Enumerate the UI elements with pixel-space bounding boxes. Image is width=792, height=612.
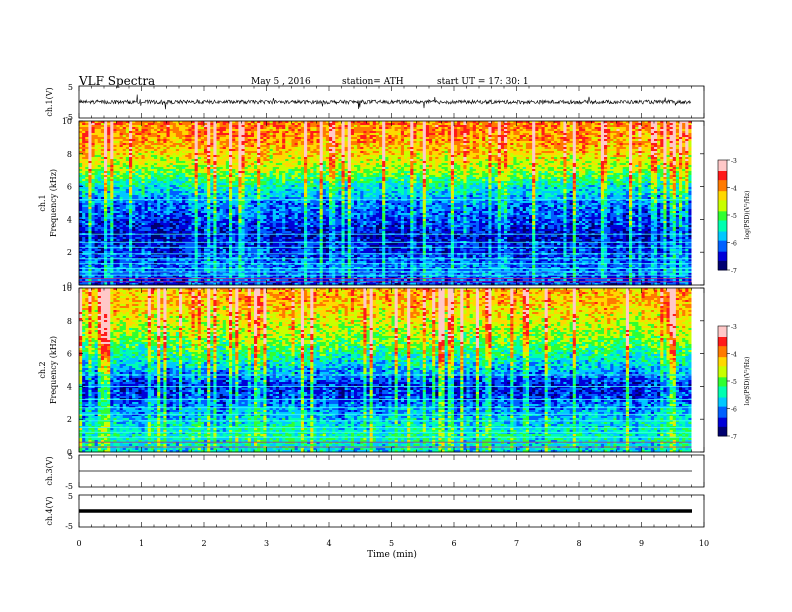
x-tick-label: 7 <box>514 539 519 548</box>
colorbar-tick-label: -6 <box>731 241 737 248</box>
x-axis-label: Time (min) <box>367 549 417 560</box>
x-tick-label: 0 <box>76 539 81 548</box>
colorbar-tick-label: -5 <box>731 379 737 386</box>
freq-tick-label: 8 <box>67 317 72 326</box>
ch3-ylabel: ch.3(V) <box>45 456 54 485</box>
ch3-waveform-panel: 5 -5 ch.3(V) <box>45 452 704 491</box>
freq-tick-label: 6 <box>67 350 72 359</box>
ch1-ylabel: ch.1(V) <box>45 87 54 116</box>
freq-tick-label: 2 <box>67 248 72 257</box>
x-tick-label: 4 <box>326 539 331 548</box>
ch2-frequency-label: Frequency (kHz) <box>49 336 58 404</box>
freq-tick-label: 4 <box>67 382 72 391</box>
ch2-colorbar: -3 -4 -5 -6 -7 log(PSD)(V²/Hz) <box>718 324 751 441</box>
colorbar-tick-label: -5 <box>731 213 737 220</box>
ch1-waveform-panel: 5 -5 ch.1(V) <box>45 83 704 122</box>
ch1-colorbar: -3 -4 -5 -6 -7 log(PSD)(V²/Hz) <box>718 158 751 275</box>
colorbar-label: log(PSD)(V²/Hz) <box>744 357 751 406</box>
x-axis: 0 1 2 3 4 5 6 7 8 9 10 <box>76 539 709 548</box>
freq-tick-label: 10 <box>62 284 72 293</box>
colorbar-tick-label: -6 <box>731 407 737 414</box>
freq-tick-label: 4 <box>67 215 72 224</box>
ch1-spectrogram-image <box>79 121 704 285</box>
colorbar-label: log(PSD)(V²/Hz) <box>744 191 751 240</box>
ch2-spectrogram-image <box>79 288 704 452</box>
colorbar-tick-label: -4 <box>731 352 737 359</box>
x-tick-label: 6 <box>451 539 456 548</box>
ch1-trace <box>79 95 691 110</box>
colorbar-tick-label: -3 <box>731 324 737 331</box>
plot-area: 5 -5 ch.1(V) 0 2 4 6 8 10 ch.1 Frequency (kHz… <box>0 0 792 612</box>
freq-tick-label: 8 <box>67 150 72 159</box>
freq-tick-label: 2 <box>67 415 72 424</box>
ch4-waveform-panel: 5 -5 ch.4(V) <box>45 492 704 531</box>
x-tick-label: 3 <box>264 539 269 548</box>
ch1-ytick-top: 5 <box>68 83 73 92</box>
colorbar-tick-label: -4 <box>731 186 737 193</box>
colorbar-tick-label: -7 <box>731 434 737 441</box>
colorbar-tick-label: -3 <box>731 158 737 165</box>
freq-tick-label: 10 <box>62 117 72 126</box>
ch4-ytick-bottom: -5 <box>65 522 73 531</box>
ch4-ylabel: ch.4(V) <box>45 496 54 525</box>
x-tick-label: 5 <box>389 539 394 548</box>
x-tick-label: 8 <box>576 539 581 548</box>
x-tick-label: 10 <box>699 539 709 548</box>
x-tick-label: 2 <box>201 539 206 548</box>
colorbar-tick-label: -7 <box>731 268 737 275</box>
ch2-channel-label: ch.2 <box>38 361 47 378</box>
ch3-ytick-top: 5 <box>68 452 73 461</box>
ch1-channel-label: ch.1 <box>38 194 47 211</box>
x-tick-label: 9 <box>639 539 644 548</box>
ch4-ytick-top: 5 <box>68 492 73 501</box>
ch3-ytick-bottom: -5 <box>65 482 73 491</box>
ch1-frequency-label: Frequency (kHz) <box>49 169 58 237</box>
freq-tick-label: 6 <box>67 183 72 192</box>
x-tick-label: 1 <box>139 539 144 548</box>
vlf-spectra-figure: VLF Spectra May 5 , 2016 station= ATH st… <box>0 0 792 612</box>
